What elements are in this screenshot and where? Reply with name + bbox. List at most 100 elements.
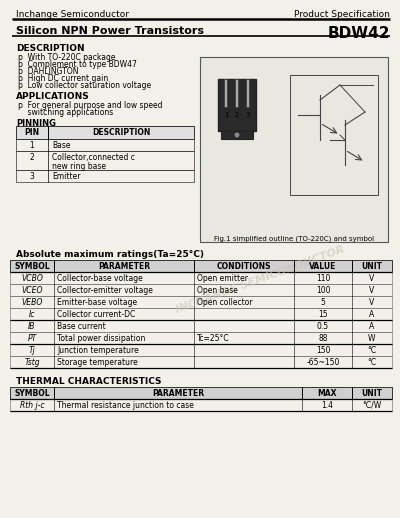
Text: 15: 15: [318, 310, 328, 319]
Text: 3: 3: [30, 172, 34, 181]
Circle shape: [234, 132, 240, 138]
Text: Collector current-DC: Collector current-DC: [57, 310, 135, 319]
Text: Base current: Base current: [57, 322, 106, 331]
Bar: [10, 296, 392, 308]
Text: Emitter-base voltage: Emitter-base voltage: [57, 298, 137, 307]
Text: -65~150: -65~150: [306, 358, 340, 367]
Text: Rth j-c: Rth j-c: [20, 401, 44, 410]
Text: Absolute maximum ratings(Ta=25°C): Absolute maximum ratings(Ta=25°C): [16, 250, 204, 259]
Text: Total power dissipation: Total power dissipation: [57, 334, 145, 343]
Text: V: V: [369, 286, 375, 295]
Text: VCEO: VCEO: [21, 286, 43, 295]
Text: °C/W: °C/W: [362, 401, 382, 410]
Text: Tc=25°C: Tc=25°C: [197, 334, 230, 343]
Text: Thermal resistance junction to case: Thermal resistance junction to case: [57, 401, 194, 410]
Text: 2: 2: [235, 112, 239, 118]
Text: p  With TO-220C package: p With TO-220C package: [18, 53, 116, 62]
Text: BDW42: BDW42: [328, 26, 390, 41]
Text: p  High DC current gain: p High DC current gain: [18, 74, 108, 83]
Text: p  Complement to type BDW47: p Complement to type BDW47: [18, 60, 137, 69]
Text: 3: 3: [246, 112, 250, 118]
Text: VEBO: VEBO: [21, 298, 43, 307]
Text: °C: °C: [368, 346, 376, 355]
Text: Junction temperature: Junction temperature: [57, 346, 139, 355]
Bar: [10, 272, 392, 284]
Bar: [290, 75, 378, 195]
Text: VCBO: VCBO: [21, 274, 43, 283]
Text: 150: 150: [316, 346, 330, 355]
Text: Collector,connected c: Collector,connected c: [52, 153, 135, 162]
Text: Silicon NPN Power Transistors: Silicon NPN Power Transistors: [16, 26, 204, 36]
Text: Tstg: Tstg: [24, 358, 40, 367]
Text: VALUE: VALUE: [309, 262, 337, 271]
Text: SYMBOL: SYMBOL: [14, 389, 50, 398]
Bar: [16, 170, 194, 182]
Text: IB: IB: [28, 322, 36, 331]
Text: 100: 100: [316, 286, 330, 295]
Text: SYMBOL: SYMBOL: [14, 262, 50, 271]
Text: Open base: Open base: [197, 286, 238, 295]
Bar: [10, 356, 392, 368]
Text: p  For general purpose and low speed: p For general purpose and low speed: [18, 101, 162, 110]
Bar: [16, 126, 194, 139]
Text: Base: Base: [52, 141, 70, 150]
Text: Open collector: Open collector: [197, 298, 253, 307]
Text: PARAMETER: PARAMETER: [152, 389, 204, 398]
Text: DESCRIPTION: DESCRIPTION: [92, 128, 150, 137]
Text: Ic: Ic: [29, 310, 35, 319]
Text: 1: 1: [30, 141, 34, 150]
Bar: [16, 151, 194, 170]
Bar: [221, 131, 253, 139]
Bar: [200, 57, 388, 242]
Text: PINNING: PINNING: [16, 119, 56, 128]
Text: A: A: [369, 322, 375, 331]
Text: switching applications: switching applications: [18, 108, 113, 117]
Text: Fig.1 simplified outline (TO-220C) and symbol: Fig.1 simplified outline (TO-220C) and s…: [214, 236, 374, 242]
Bar: [10, 332, 392, 344]
Text: W: W: [368, 334, 376, 343]
Text: Tj: Tj: [29, 346, 35, 355]
Bar: [235, 79, 238, 107]
Text: 2: 2: [30, 153, 34, 162]
Bar: [16, 139, 194, 151]
Text: Emitter: Emitter: [52, 172, 80, 181]
Text: p  Low collector saturation voltage: p Low collector saturation voltage: [18, 81, 151, 90]
Text: DESCRIPTION: DESCRIPTION: [16, 44, 85, 53]
Text: Open emitter: Open emitter: [197, 274, 248, 283]
Bar: [10, 284, 392, 296]
Text: p  DAHLINGTON: p DAHLINGTON: [18, 67, 78, 76]
Text: UNIT: UNIT: [362, 262, 382, 271]
Text: 1: 1: [224, 112, 228, 118]
Text: PIN: PIN: [24, 128, 40, 137]
Text: THERMAL CHARACTERISTICS: THERMAL CHARACTERISTICS: [16, 377, 162, 386]
Text: A: A: [369, 310, 375, 319]
Text: 1.4: 1.4: [321, 401, 333, 410]
Text: Storage temperature: Storage temperature: [57, 358, 138, 367]
Text: °C: °C: [368, 358, 376, 367]
Text: Product Specification: Product Specification: [294, 10, 390, 19]
Bar: [246, 79, 249, 107]
Bar: [10, 399, 392, 411]
Text: INCHANGE SEMICONDUCTOR: INCHANGE SEMICONDUCTOR: [174, 244, 346, 315]
Bar: [224, 79, 227, 107]
Text: V: V: [369, 274, 375, 283]
Text: new ring base: new ring base: [52, 162, 106, 171]
Text: Inchange Semiconductor: Inchange Semiconductor: [16, 10, 129, 19]
Text: CONDITIONS: CONDITIONS: [217, 262, 271, 271]
Text: 110: 110: [316, 274, 330, 283]
Text: Collector-emitter voltage: Collector-emitter voltage: [57, 286, 153, 295]
Text: V: V: [369, 298, 375, 307]
Bar: [10, 387, 392, 399]
Bar: [218, 79, 256, 131]
Text: PT: PT: [27, 334, 37, 343]
Text: 5: 5: [320, 298, 326, 307]
Text: MAX: MAX: [317, 389, 337, 398]
Bar: [10, 308, 392, 320]
Bar: [10, 320, 392, 332]
Text: PARAMETER: PARAMETER: [98, 262, 150, 271]
Text: 0.5: 0.5: [317, 322, 329, 331]
Text: APPLICATIONS: APPLICATIONS: [16, 92, 90, 101]
Bar: [10, 344, 392, 356]
Text: 88: 88: [318, 334, 328, 343]
Bar: [10, 260, 392, 272]
